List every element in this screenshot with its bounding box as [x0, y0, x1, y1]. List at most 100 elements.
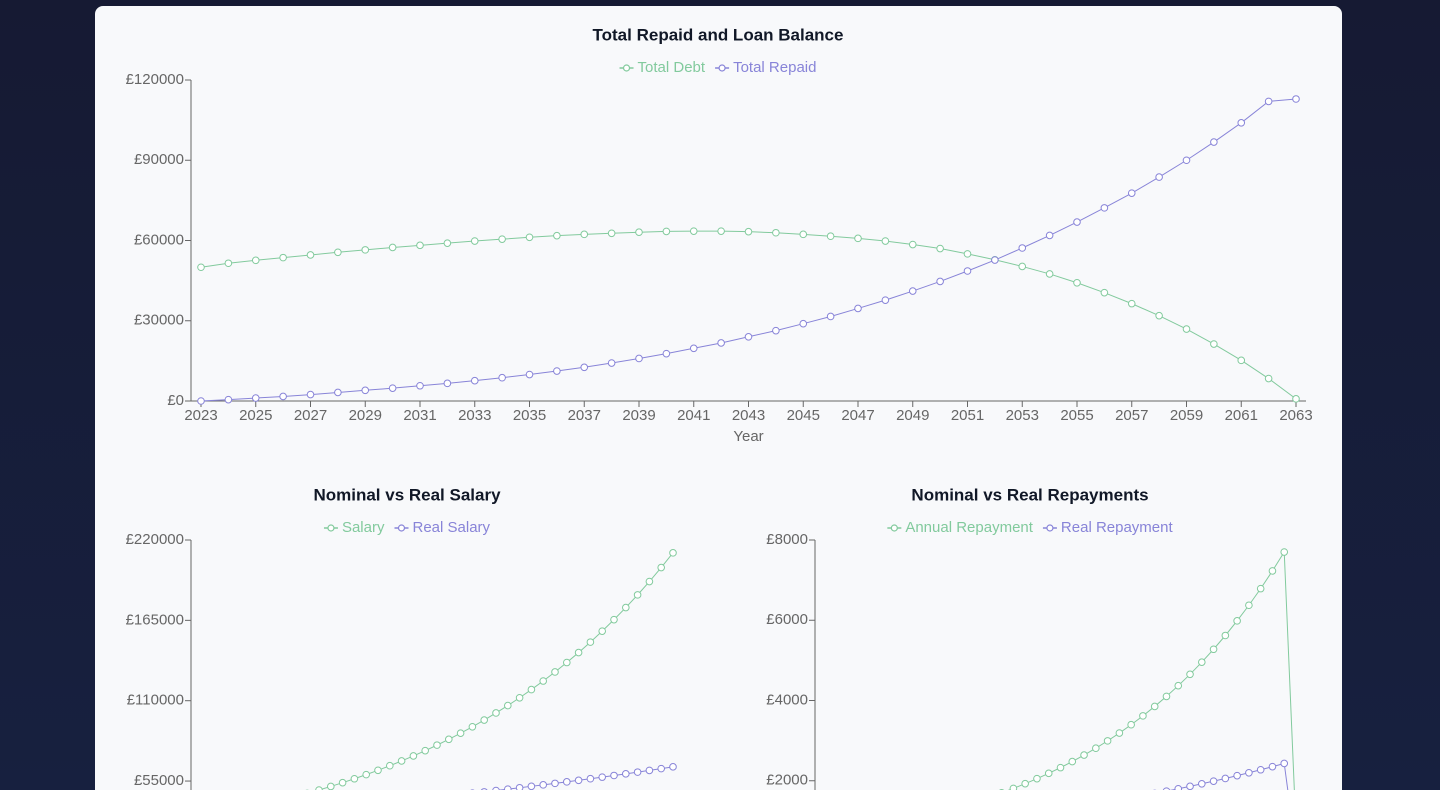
data-point — [1210, 340, 1218, 348]
data-point — [1221, 631, 1230, 640]
legend-marker — [890, 524, 898, 532]
card — [95, 6, 1342, 790]
data-point — [350, 774, 359, 783]
x-tick-label: 2037 — [568, 407, 601, 424]
data-point — [689, 227, 698, 235]
data-point — [854, 234, 862, 243]
data-point — [1103, 737, 1112, 745]
data-point — [936, 244, 944, 253]
x-tick-label: 2029 — [349, 407, 382, 424]
data-point — [1044, 769, 1053, 778]
data-point — [1292, 95, 1300, 103]
data-point — [586, 774, 595, 783]
data-point — [361, 386, 370, 395]
series-line — [1169, 762, 1289, 790]
legend-marker — [622, 64, 631, 72]
data-point — [525, 370, 534, 379]
series-line — [496, 766, 674, 790]
data-point — [1100, 204, 1109, 212]
data-point — [1182, 325, 1191, 333]
y-tick-label: £165000 — [126, 611, 184, 628]
data-point — [799, 319, 808, 328]
data-point — [622, 770, 630, 778]
legend-marker — [718, 64, 726, 72]
legend-label: Total Debt — [638, 59, 706, 76]
data-point — [1174, 681, 1183, 690]
data-point — [622, 603, 630, 612]
data-point — [315, 786, 323, 790]
data-point — [334, 248, 342, 257]
x-tick-label: 2047 — [841, 407, 874, 424]
data-point — [443, 239, 452, 247]
y-tick-label: £110000 — [127, 692, 184, 709]
data-point — [1174, 784, 1183, 790]
chart-title: Nominal vs Real Repayments — [911, 485, 1148, 504]
data-point — [539, 677, 548, 685]
data-point — [327, 782, 335, 790]
legend: Annual Repayment Real Repayment — [887, 519, 1173, 536]
data-point — [1162, 692, 1171, 701]
data-point — [409, 752, 418, 760]
data-point — [551, 779, 559, 788]
data-point — [1245, 601, 1253, 610]
legend-marker — [327, 524, 335, 532]
data-point — [388, 243, 397, 252]
data-point — [456, 729, 465, 737]
data-point — [645, 766, 654, 775]
y-tick-label: £8000 — [766, 531, 808, 548]
data-point — [374, 766, 382, 775]
data-point — [362, 770, 371, 779]
data-point — [1198, 779, 1206, 788]
data-point — [689, 344, 698, 353]
data-point — [515, 693, 524, 702]
data-point — [1018, 244, 1027, 252]
data-point — [1210, 138, 1218, 146]
x-tick-label: 2045 — [787, 407, 820, 424]
data-point — [657, 563, 666, 572]
data-point — [1127, 720, 1135, 729]
data-point — [1068, 757, 1077, 766]
data-point — [1237, 356, 1246, 365]
data-point — [657, 764, 666, 773]
legend: Total Debt Total Repaid — [619, 59, 816, 76]
data-point — [197, 397, 205, 405]
legend-label: Real Repayment — [1061, 519, 1174, 536]
data-point — [908, 287, 917, 295]
data-point — [279, 253, 287, 262]
data-point — [416, 381, 424, 390]
y-tick-label: £120000 — [126, 71, 184, 88]
y-tick-label: £30000 — [134, 312, 184, 329]
x-tick-label: 2053 — [1006, 407, 1039, 424]
data-point — [504, 785, 512, 790]
data-point — [1209, 645, 1218, 654]
data-point — [1080, 751, 1088, 759]
data-point — [480, 716, 489, 724]
data-point — [397, 757, 406, 765]
data-point — [669, 763, 677, 771]
legend-marker — [1046, 524, 1054, 532]
data-point — [580, 230, 589, 239]
data-point — [539, 781, 548, 789]
data-point — [498, 235, 506, 243]
data-point — [1150, 702, 1159, 711]
data-point — [504, 701, 512, 710]
data-point — [669, 549, 677, 557]
data-point — [717, 339, 725, 347]
data-point — [1009, 784, 1018, 790]
data-point — [586, 638, 595, 646]
data-point — [881, 237, 890, 245]
data-point — [635, 354, 643, 363]
data-point — [563, 778, 571, 786]
data-point — [1209, 777, 1218, 785]
data-point — [416, 241, 424, 250]
data-point — [1233, 771, 1241, 780]
data-point — [1045, 231, 1054, 240]
data-point — [1280, 548, 1289, 556]
data-point — [515, 783, 524, 790]
data-point — [1186, 782, 1194, 790]
data-point — [279, 392, 287, 401]
data-point — [525, 233, 534, 242]
data-point — [492, 709, 500, 717]
data-point — [1245, 768, 1253, 777]
data-point — [662, 349, 671, 358]
